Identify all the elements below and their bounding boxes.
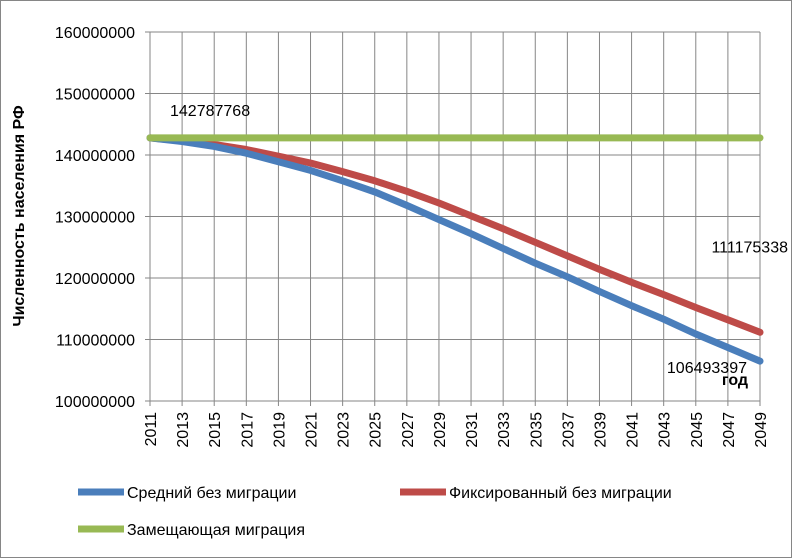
x-tick-label: 2019 (271, 412, 288, 448)
x-tick-label: 2031 (464, 412, 481, 448)
x-tick-label: 2041 (625, 412, 642, 448)
x-tick-label: 2013 (175, 412, 192, 448)
x-tick-label: 2027 (400, 412, 417, 448)
axes (145, 31, 761, 406)
x-tick-label: 2045 (689, 412, 706, 448)
y-axis-label: Численность населения РФ (11, 105, 28, 327)
y-tick-label: 120000000 (55, 271, 135, 288)
y-tick-label: 140000000 (55, 148, 135, 165)
y-tick-label: 110000000 (56, 333, 135, 350)
data-label: 111175338 (711, 239, 788, 256)
y-tick-label: 130000000 (55, 210, 135, 227)
x-axis-label: год (722, 372, 748, 389)
series-line-0 (146, 134, 764, 365)
x-tick-label: 2035 (528, 412, 545, 448)
x-tick-label: 2015 (207, 412, 224, 448)
x-tick-label: 2033 (496, 412, 513, 448)
legend-label: Средний без миграции (127, 485, 296, 502)
data-annotations: 142787768 111175338 106493397 (170, 103, 788, 377)
y-tick-labels: 100000000 110000000 120000000 130000000 1400… (55, 25, 135, 411)
series-lines (146, 134, 764, 365)
x-tick-label: 2029 (432, 412, 449, 448)
x-tick-label: 2049 (753, 412, 770, 448)
x-tick-label: 2011 (143, 412, 160, 447)
legend: Средний без миграции Фиксированный без ми… (78, 485, 672, 539)
data-label: 106493397 (667, 360, 747, 377)
x-tick-label: 2023 (336, 412, 353, 448)
x-tick-label: 2025 (368, 412, 385, 448)
y-tick-label: 160000000 (55, 25, 135, 42)
gridlines (150, 31, 761, 401)
data-label: 142787768 (170, 103, 250, 120)
x-tick-label: 2021 (304, 412, 321, 448)
series-line-1 (146, 134, 764, 336)
y-tick-label: 150000000 (55, 87, 135, 104)
legend-label: Фиксированный без миграции (449, 485, 672, 502)
x-tick-label: 2037 (560, 412, 577, 448)
x-tick-labels: 2011 2013 2015 2017 2019 2021 2023 2025 2027 2029… (143, 412, 770, 448)
x-tick-label: 2047 (721, 412, 738, 448)
x-tick-label: 2043 (657, 412, 674, 448)
y-tick-label: 100000000 (55, 394, 135, 411)
legend-label: Замещающая миграция (127, 522, 305, 539)
x-tick-label: 2039 (592, 412, 609, 448)
x-tick-label: 2017 (239, 412, 256, 448)
